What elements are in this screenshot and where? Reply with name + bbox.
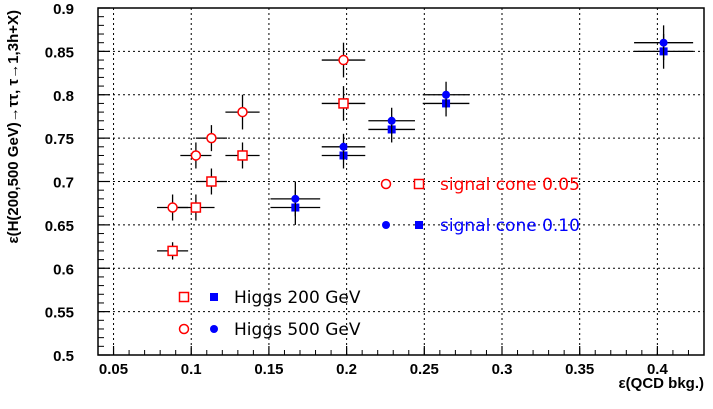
x-tick-label: 0.4 — [647, 361, 669, 378]
x-tick-label: 0.3 — [492, 361, 513, 378]
data-point-open-square — [167, 245, 178, 257]
data-point-open-circle — [338, 54, 349, 66]
y-tick-label: 0.8 — [53, 88, 74, 105]
data-point-filled-circle — [339, 142, 348, 151]
data-point-open-circle — [237, 106, 248, 118]
data-point-filled-circle — [291, 194, 300, 203]
legend-marker-filled-circle — [210, 325, 218, 333]
legend-label-200: Higgs 200 GeV — [234, 288, 361, 308]
data-point-open-square — [190, 202, 202, 213]
x-tick-label: 0.25 — [410, 361, 439, 378]
x-tick-labels: 0.05 0.1 0.15 0.2 0.25 0.3 0.35 0.4 — [99, 361, 669, 378]
data-point-filled-circle — [387, 116, 396, 125]
axis-ticks — [97, 7, 705, 356]
legend-marker-open-circle — [178, 323, 190, 335]
annotation-cone-010: signal cone 0.10 — [440, 216, 580, 236]
y-tick-label: 0.65 — [45, 218, 74, 235]
x-tick-label: 0.15 — [254, 361, 283, 378]
data-point-open-circle — [206, 132, 217, 144]
x-axis-title: ε(QCD bkg.) — [619, 375, 704, 392]
data-point-open-square — [338, 98, 349, 109]
y-tick-labels: 0.5 0.55 0.6 0.65 0.7 0.75 0.8 0.85 0.9 — [45, 1, 74, 365]
legend-marker-open-square — [178, 291, 190, 303]
y-tick-label: 0.85 — [45, 44, 74, 61]
x-tick-label: 0.05 — [99, 361, 128, 378]
series-open-circle — [157, 42, 366, 221]
x-tick-label: 0.2 — [336, 361, 357, 378]
y-tick-label: 0.7 — [53, 175, 74, 192]
data-point-open-circle — [167, 202, 178, 213]
y-tick-label: 0.75 — [45, 131, 74, 148]
x-tick-label: 0.1 — [181, 361, 202, 378]
y-tick-label: 0.5 — [53, 348, 74, 365]
y-tick-label: 0.9 — [53, 1, 74, 18]
series-filled-circle — [270, 25, 694, 217]
data-point-open-circle — [190, 150, 202, 161]
data-point-open-square — [206, 176, 217, 187]
legend-label-500: Higgs 500 GeV — [234, 320, 361, 340]
data-point-filled-circle — [659, 38, 668, 47]
legend-marker-filled-square — [210, 293, 218, 301]
annotation-marker-filled-circle — [382, 221, 390, 229]
annotation-marker-filled-square — [415, 221, 423, 229]
legend: Higgs 200 GeV Higgs 500 GeV — [178, 288, 361, 340]
y-axis-title: ε(H(200,500 GeV)→ττ, τ→1,3h+X) — [5, 10, 22, 244]
x-tick-label: 0.35 — [565, 361, 594, 378]
annotation-marker-open-square — [413, 178, 425, 190]
data-point-open-square — [237, 150, 248, 161]
y-tick-label: 0.6 — [53, 261, 74, 278]
annotation-cone-005: signal cone 0.05 — [440, 175, 580, 195]
series-filled-square — [270, 34, 694, 225]
data-points — [157, 25, 694, 260]
data-point-filled-circle — [442, 90, 451, 99]
annotation-marker-open-circle — [380, 178, 392, 190]
annotations: signal cone 0.05 signal cone 0.10 — [380, 175, 580, 236]
y-tick-label: 0.55 — [45, 305, 74, 322]
series-open-square — [157, 86, 366, 260]
grid — [98, 8, 704, 355]
